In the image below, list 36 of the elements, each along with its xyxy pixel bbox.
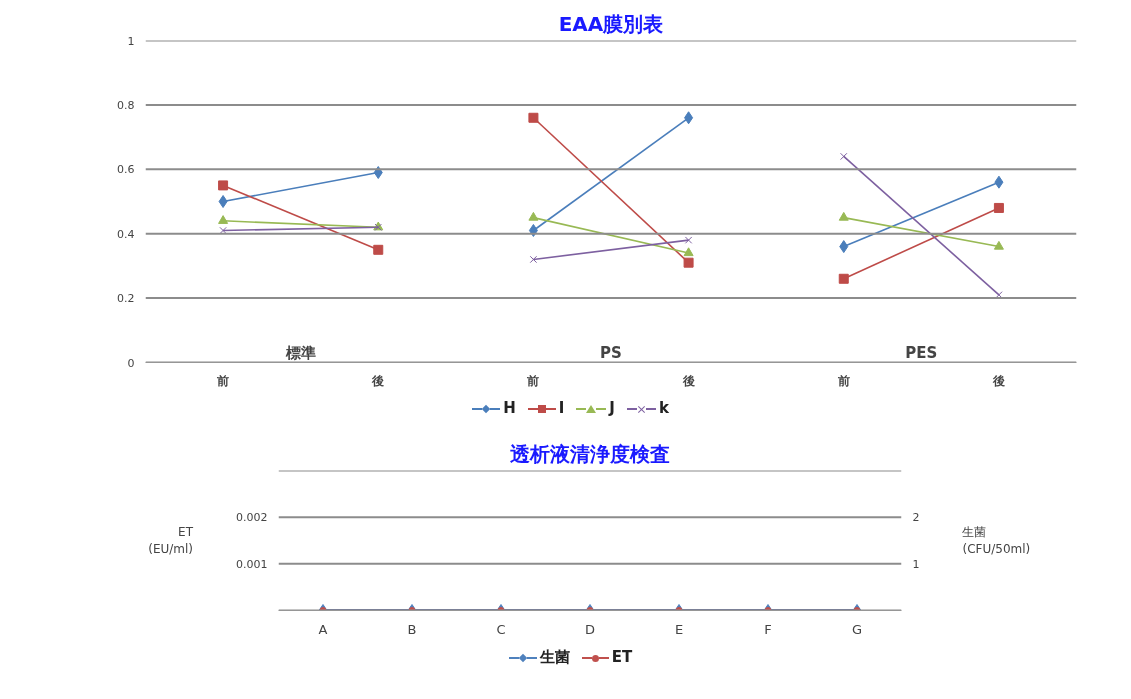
y-tick-label: 0 [127, 356, 135, 370]
x-tick-label: C [496, 621, 506, 637]
y2-tick-label: 1 [912, 557, 920, 571]
x-tick-label: G [851, 621, 863, 637]
y2-tick-label: 2 [912, 511, 920, 525]
x-tick-label: 前 [216, 373, 230, 388]
legend-label: k [658, 398, 669, 420]
legend-label: ET [611, 647, 633, 669]
x-tick-label: A [318, 621, 328, 637]
x-tick-label: F [764, 621, 772, 637]
chart-title: 透析液清浄度検査 [509, 441, 670, 466]
x-tick-label: 後 [991, 373, 1005, 388]
x-tick-label: 前 [836, 373, 850, 388]
y-axis-title: ET (EU/ml) [148, 525, 194, 556]
x-tick-label: B [407, 621, 417, 637]
x-tick-label: 後 [681, 373, 695, 388]
x-tick-label: D [584, 621, 596, 637]
annotation: 標準 [284, 343, 316, 362]
y-tick-label: 0.001 [236, 557, 268, 571]
x-tick-label: E [674, 621, 684, 637]
y-tick-label: 0.8 [117, 98, 135, 112]
y2-axis-title: 生菌 (CFU/50ml) [962, 525, 1031, 556]
legend-label: H [503, 398, 516, 420]
annotation: PES [905, 343, 938, 362]
y-tick-label: 1 [127, 34, 135, 48]
y-tick-label: 0.002 [236, 511, 268, 525]
legend-label: 生菌 [539, 647, 570, 669]
annotation: PS [600, 343, 622, 362]
x-tick-label: 後 [371, 373, 385, 388]
x-tick-label: 前 [526, 373, 540, 388]
legend-label: I [558, 398, 565, 420]
y-tick-label: 0.2 [117, 292, 135, 306]
y-tick-label: 0.4 [117, 227, 135, 241]
chart-title: EAA膜別表 [558, 11, 664, 36]
legend-label: J [609, 398, 615, 420]
y-tick-label: 0.6 [117, 163, 135, 177]
